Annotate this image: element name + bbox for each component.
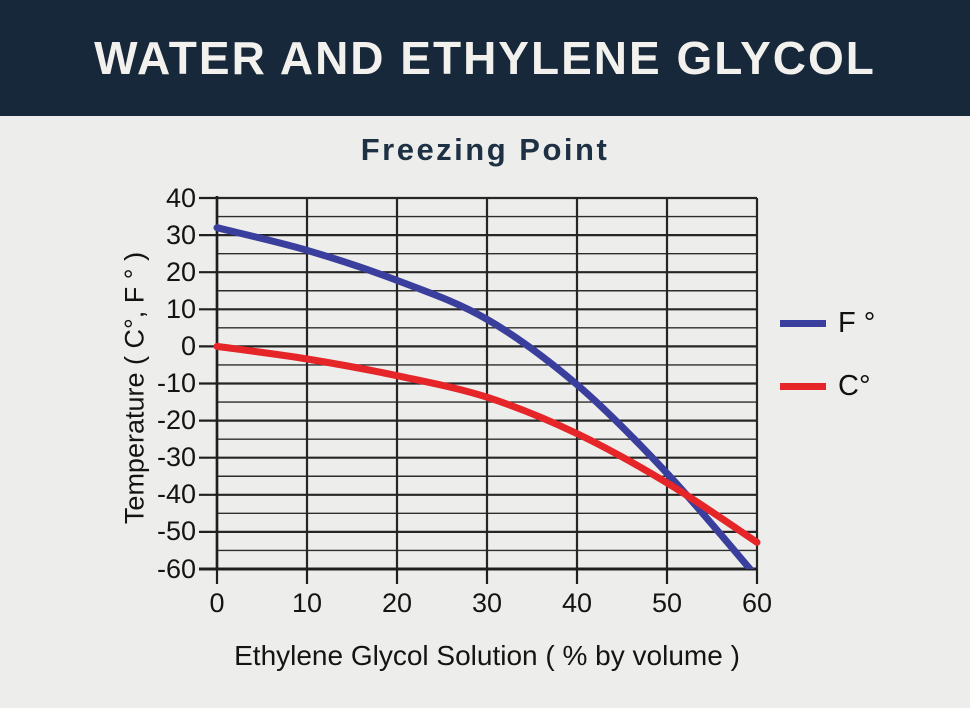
series-line-celsius	[213, 342, 761, 546]
y-tick-label: -30	[156, 442, 196, 473]
x-tick-label: 20	[381, 588, 413, 618]
legend-swatch-icon	[780, 319, 826, 327]
x-tick-label: 10	[291, 588, 323, 618]
legend-label: F °	[838, 306, 876, 339]
x-tick-label: 60	[741, 588, 773, 618]
header-bar: WATER AND ETHYLENE GLYCOL	[0, 0, 970, 116]
y-tick-label: 40	[165, 182, 196, 213]
series-line-fahrenheit	[213, 224, 755, 569]
main-title: WATER AND ETHYLENE GLYCOL	[94, 32, 876, 84]
x-tick-label: 30	[471, 588, 503, 618]
chart-title: Freezing Point	[360, 132, 610, 167]
y-tick-label: -50	[156, 516, 196, 547]
x-tick-label: 40	[561, 588, 593, 618]
y-tick-label: 20	[165, 256, 196, 287]
y-axis-title: Temperature ( C°, F ° )	[119, 251, 150, 525]
y-tick-label: 0	[180, 330, 196, 361]
y-tick-label: 10	[165, 293, 196, 324]
y-tick-label: -20	[156, 405, 196, 436]
x-axis-title: Ethylene Glycol Solution ( % by volume )	[234, 640, 740, 671]
x-tick-label: 50	[651, 588, 683, 618]
y-tick-label: -40	[156, 479, 196, 510]
legend-item: F °	[780, 306, 875, 340]
y-tick-label: -60	[156, 553, 196, 584]
legend-item: C°	[780, 369, 871, 403]
x-tick-label: 0	[209, 588, 225, 618]
legend-label: C°	[838, 369, 871, 402]
y-tick-label: 30	[165, 219, 196, 250]
y-tick-label: -10	[156, 368, 196, 398]
legend-swatch-icon	[780, 382, 826, 390]
